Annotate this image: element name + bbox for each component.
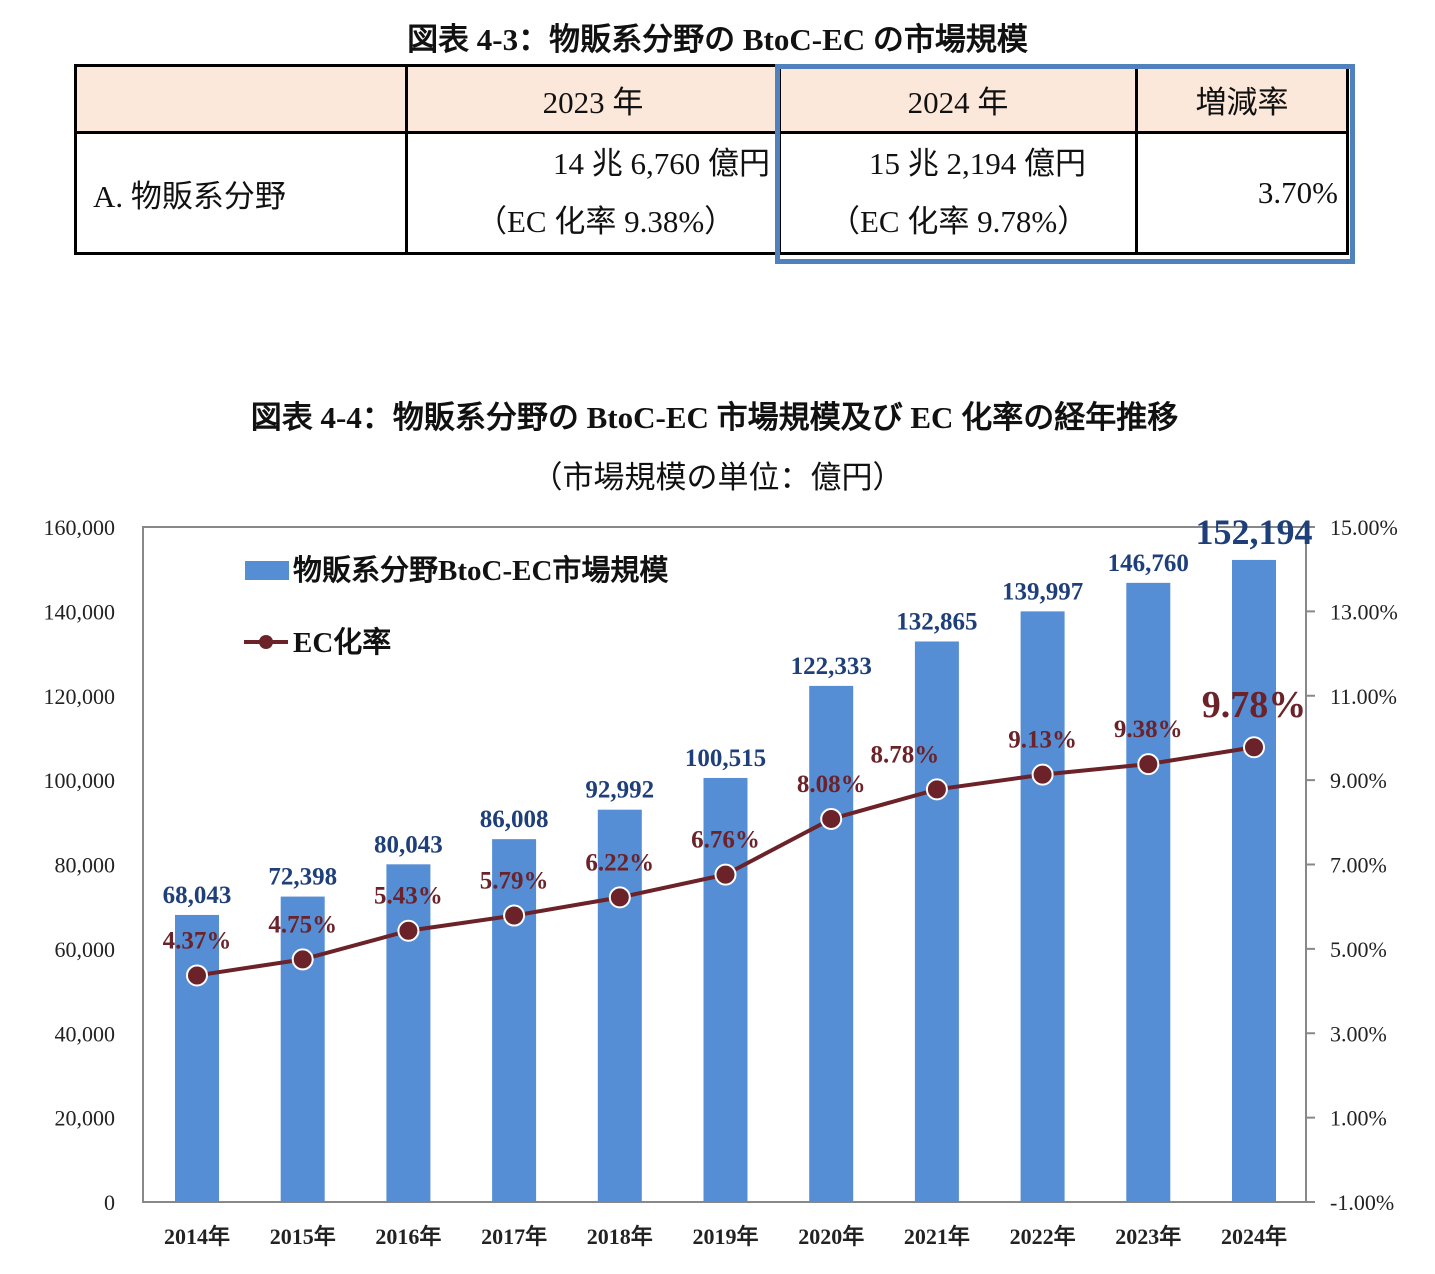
bar-value-label: 132,865 (896, 608, 977, 635)
cell-2024: 15 兆 2,194 億円 （EC 化率 9.78%） (778, 131, 1138, 255)
y-left-tick-label: 160,000 (44, 515, 116, 540)
bar-value-label: 86,008 (480, 806, 549, 833)
row-label: A. 物販系分野 (74, 131, 408, 255)
y-left-tick-label: 60,000 (55, 937, 116, 962)
bar (1020, 611, 1065, 1202)
y-left-tick-label: 40,000 (55, 1021, 116, 1046)
chart-title: 図表 4-4：物販系分野の BtoC-EC 市場規模及び EC 化率の経年推移 (250, 400, 1179, 435)
y-left-tick-label: 140,000 (44, 599, 116, 624)
cell-change: 3.70% (1135, 131, 1349, 255)
bar-value-label: 92,992 (585, 777, 654, 804)
bar (914, 641, 959, 1202)
y-right-tick-label: 5.00% (1330, 937, 1387, 962)
ec-rate-marker (1031, 763, 1054, 786)
x-tick-label: 2015年 (270, 1224, 336, 1249)
chart-subtitle: （市場規模の単位：億円） (531, 460, 904, 495)
value-2023: 14 兆 6,760 億円 (553, 146, 770, 181)
bar (1232, 559, 1276, 1202)
legend-bar-label: 物販系分野BtoC-EC市場規模 (293, 553, 669, 587)
ec-rate-label: 6.76% (691, 827, 760, 854)
ec-rate-label: 4.75% (268, 911, 337, 938)
legend-line-marker (259, 635, 273, 649)
ec-rate-label: 4.37% (163, 927, 232, 954)
ec-rate-marker (397, 919, 420, 942)
bar-value-label: 68,043 (163, 882, 232, 909)
ec-rate-marker (186, 964, 208, 987)
ec-rate-marker (608, 886, 631, 909)
ec-rate-marker (925, 778, 948, 801)
ec-rate-label: 9.78% (1202, 684, 1307, 726)
y-right-tick-label: 11.00% (1330, 684, 1397, 709)
y-right-tick-label: 7.00% (1330, 853, 1387, 878)
ec-rate-marker (503, 904, 526, 927)
header-change: 増減率 (1135, 64, 1349, 134)
y-left-tick-label: 120,000 (44, 684, 116, 709)
x-tick-label: 2020年 (798, 1224, 864, 1249)
bar (492, 839, 537, 1202)
bar (809, 685, 854, 1202)
ec-rate-label: 6.22% (585, 849, 654, 876)
bar-value-label: 72,398 (268, 864, 337, 891)
value-2024: 15 兆 2,194 億円 (869, 146, 1086, 181)
x-tick-label: 2021年 (904, 1224, 970, 1249)
bar-value-label: 100,515 (685, 745, 766, 772)
rate-2024: （EC 化率 9.78%） (829, 204, 1089, 239)
x-tick-label: 2014年 (164, 1224, 230, 1249)
table-title: 図表 4-3：物販系分野の BtoC-EC の市場規模 (407, 22, 1028, 57)
cell-2023: 14 兆 6,760 億円 （EC 化率 9.38%） (405, 131, 781, 255)
bar-value-label: 80,043 (374, 831, 443, 858)
ec-rate-marker (1137, 753, 1160, 776)
ec-rate-marker (714, 863, 737, 886)
y-right-tick-label: 9.00% (1330, 768, 1387, 793)
bar (175, 914, 219, 1202)
header-blank (74, 64, 408, 134)
rate-2023: （EC 化率 9.38%） (476, 204, 736, 239)
y-left-tick-label: 80,000 (55, 853, 116, 878)
x-tick-label: 2023年 (1115, 1224, 1181, 1249)
ec-rate-label: 8.08% (797, 771, 866, 798)
bar-value-label: 139,997 (1002, 578, 1083, 605)
legend-line-label: EC化率 (293, 625, 391, 659)
ec-rate-label: 9.13% (1008, 727, 1077, 754)
bar (1126, 582, 1171, 1202)
bar (597, 809, 642, 1202)
y-left-tick-label: 100,000 (44, 768, 116, 793)
y-left-tick-label: 20,000 (55, 1106, 116, 1131)
ec-rate-label: 5.79% (480, 868, 549, 895)
legend-bar-swatch (245, 561, 289, 580)
x-tick-label: 2017年 (481, 1224, 547, 1249)
y-right-tick-label: 13.00% (1330, 599, 1398, 624)
y-right-tick-label: -1.00% (1330, 1190, 1394, 1215)
bar-value-label: 122,333 (791, 653, 872, 680)
ec-rate-marker (291, 948, 314, 971)
x-tick-label: 2016年 (375, 1224, 441, 1249)
header-2024: 2024 年 (778, 64, 1138, 134)
x-tick-label: 2024年 (1221, 1224, 1287, 1249)
ec-rate-marker (1243, 736, 1265, 759)
x-tick-label: 2018年 (587, 1224, 653, 1249)
ec-rate-label: 8.78% (871, 741, 940, 768)
y-right-tick-label: 15.00% (1330, 515, 1398, 540)
ec-rate-label: 9.38% (1114, 716, 1183, 743)
y-left-tick-label: 0 (104, 1190, 115, 1215)
bar (703, 777, 748, 1202)
ec-rate-label: 5.43% (374, 883, 443, 910)
bar-value-label: 152,194 (1196, 512, 1313, 552)
y-right-tick-label: 3.00% (1330, 1021, 1387, 1046)
y-right-tick-label: 1.00% (1330, 1106, 1387, 1131)
market-size-table: 2023 年 2024 年 増減率 A. 物販系分野 14 兆 6,760 億円… (74, 64, 1349, 255)
bar (280, 896, 325, 1202)
bar (386, 864, 431, 1202)
x-tick-label: 2022年 (1010, 1224, 1076, 1249)
ec-rate-marker (820, 807, 843, 830)
bar-value-label: 146,760 (1108, 550, 1189, 577)
x-tick-label: 2019年 (692, 1224, 758, 1249)
